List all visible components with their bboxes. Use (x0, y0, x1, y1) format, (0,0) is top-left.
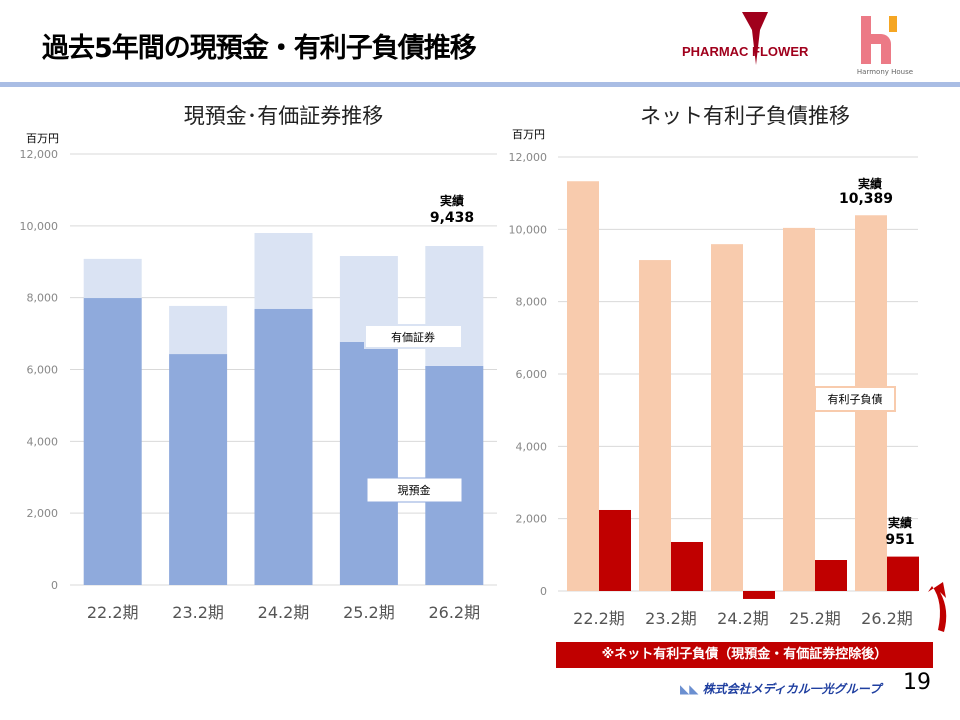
y-tick-label: 12,000 (20, 148, 59, 161)
x-tick-label: 22.2期 (87, 603, 139, 622)
y-tick-label: 6,000 (27, 364, 59, 377)
chart-cash-securities: 0 2,000 4,000 6,000 8,000 10,000 12,000 22.2期 23… (20, 148, 497, 622)
chart1-unit: 百万円 (26, 132, 59, 145)
bar-net-debt (671, 541, 703, 591)
bar-cash (425, 365, 484, 585)
bar-securities (254, 233, 313, 309)
bar-interest-bearing-debt (711, 244, 743, 591)
bar-securities (169, 305, 228, 355)
y-tick-label: 6,000 (516, 368, 548, 381)
harmony-house-logo-text: Harmony House (857, 68, 913, 76)
annotation-label: 実績 (858, 176, 882, 191)
annotation-label: 実績 (440, 193, 464, 208)
bar-net-debt (815, 560, 847, 591)
y-tick-label: 2,000 (516, 513, 548, 526)
bar-net-debt (887, 556, 919, 591)
bar-cash (254, 308, 313, 585)
header-divider (0, 82, 960, 87)
x-tick-label: 24.2期 (717, 609, 769, 628)
bar-cash (339, 341, 398, 585)
x-tick-label: 26.2期 (428, 603, 480, 622)
bar-net-debt (599, 509, 631, 591)
chart1-title: 現預金･有価証券推移 (183, 104, 384, 128)
x-tick-label: 25.2期 (789, 609, 841, 628)
annotation-label: 実績 (888, 515, 912, 530)
y-tick-label: 8,000 (27, 292, 59, 305)
annotation-value: 10,389 (839, 191, 893, 207)
y-tick-label: 12,000 (509, 151, 548, 164)
pharmac-flower-logo (742, 12, 768, 65)
company-logo-triangle-icon: ◣◣ (680, 682, 703, 696)
bar-net-debt (743, 591, 775, 599)
harmony-house-logo: Harmony House (857, 16, 913, 76)
arrow-up-icon (928, 582, 947, 632)
net-debt-note: ※ネット有利子負債（現預金・有価証券控除後） (556, 642, 933, 668)
page-title: 過去5年間の現預金・有利子負債推移 (42, 33, 477, 64)
x-tick-label: 26.2期 (861, 609, 913, 628)
pharmac-flower-logo-text: PHARMAC FLOWER (682, 44, 809, 59)
page-number: 19 (903, 670, 931, 695)
legend-cash: 現預金 (398, 483, 431, 497)
chart2-unit: 百万円 (512, 128, 545, 141)
chart-net-debt: 0 2,000 4,000 6,000 8,000 10,000 12,000 22.2期 23… (509, 151, 947, 632)
y-tick-label: 4,000 (27, 435, 59, 448)
bar-interest-bearing-debt (783, 227, 815, 591)
legend-box-debt (814, 386, 896, 412)
y-tick-label: 0 (540, 585, 547, 598)
company-logo: ◣◣ 株式会社メディカル一光グループ (680, 680, 881, 697)
y-tick-label: 10,000 (509, 223, 548, 236)
annotation-value: 9,438 (430, 210, 474, 226)
x-tick-label: 22.2期 (573, 609, 625, 628)
bar-securities (83, 258, 142, 299)
bar-interest-bearing-debt (567, 181, 599, 591)
y-tick-label: 2,000 (27, 507, 59, 520)
annotation-value: 951 (885, 532, 914, 548)
x-tick-label: 25.2期 (343, 603, 395, 622)
x-tick-label: 23.2期 (172, 603, 224, 622)
y-tick-label: 0 (51, 579, 58, 592)
bar-cash (169, 354, 228, 585)
y-tick-label: 10,000 (20, 220, 59, 233)
legend-box-cash (366, 477, 463, 503)
bar-cash (83, 298, 142, 585)
y-tick-label: 8,000 (516, 296, 548, 309)
legend-debt: 有利子負債 (828, 392, 883, 406)
chart2-title: ネット有利子負債推移 (640, 104, 850, 128)
bar-interest-bearing-debt (639, 260, 671, 591)
x-tick-label: 24.2期 (258, 603, 310, 622)
company-name: 株式会社メディカル一光グループ (702, 682, 882, 696)
legend-box-securities (364, 324, 463, 349)
legend-securities: 有価証券 (391, 330, 435, 344)
x-tick-label: 23.2期 (645, 609, 697, 628)
y-tick-label: 4,000 (516, 440, 548, 453)
